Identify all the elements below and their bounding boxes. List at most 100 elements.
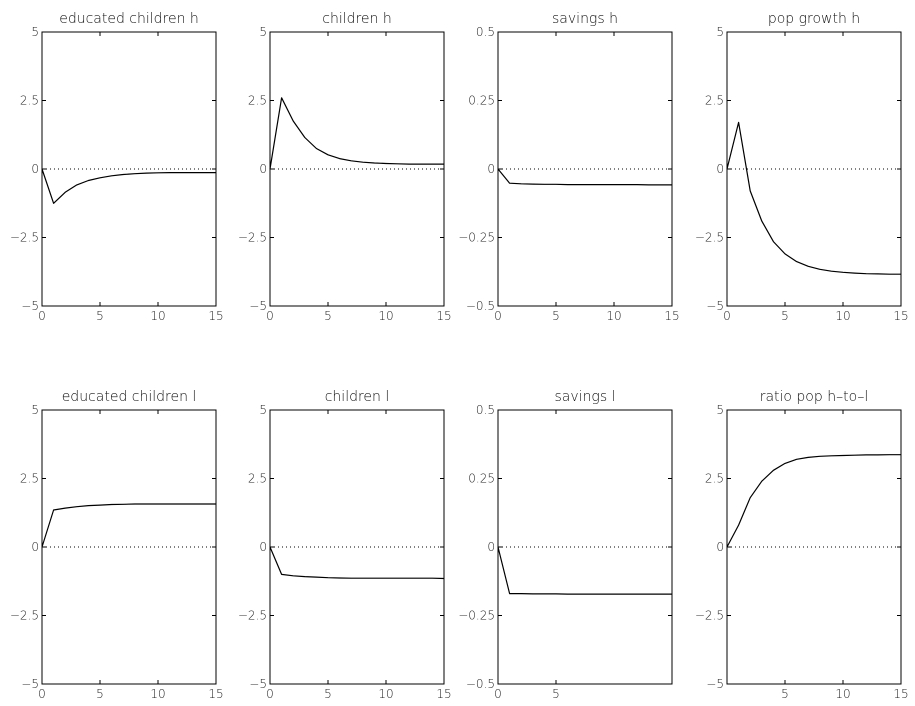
plot-frame [497,31,673,307]
y-tick-label: −0.5 [466,677,495,691]
x-tick-label: 15 [436,687,451,701]
series-line [41,503,216,548]
series-line [269,97,444,170]
x-tick-label: 10 [378,309,393,323]
y-tick-label: 0.25 [468,94,495,108]
x-tick-label: 0 [38,309,46,323]
x-tick-label: 10 [835,687,850,701]
y-tick-label: 2.5 [20,94,39,108]
y-tick-label: 0 [259,162,267,176]
y-tick-label: −2.5 [10,231,39,245]
y-tick-label: −2.5 [238,231,267,245]
y-tick-label: 5 [31,25,39,39]
panel-8: ratio pop h–to–l −5 −2.5 0 2.5 5 5 10 15 [695,389,909,701]
panel-title: savings l [555,389,616,405]
x-tick-label: 0 [266,687,274,701]
plot-frame [41,409,217,685]
x-tick-label: 5 [324,687,332,701]
series-line [497,546,672,595]
y-tick-label: 0 [31,540,39,554]
panel-title: ratio pop h–to–l [760,389,869,405]
x-tick-label: 15 [893,687,908,701]
y-tick-label: −5 [249,299,267,313]
panel-title: children l [325,389,390,405]
x-tick-label: 15 [436,309,451,323]
y-tick-label: 0.5 [476,403,495,417]
y-tick-label: 2.5 [248,94,267,108]
y-tick-label: −2.5 [695,609,724,623]
x-tick-label: 10 [150,309,165,323]
x-tick-label: 10 [150,687,165,701]
x-tick-label: 0 [494,309,502,323]
x-tick-label: 10 [835,309,850,323]
panel-5: educated children l −5 −2.5 0 2.5 5 0 5 10 15 [10,389,224,701]
y-tick-label: −5 [21,677,39,691]
x-tick-label: 15 [664,309,679,323]
x-tick-label: 15 [208,309,223,323]
series-line [41,168,216,204]
y-tick-label: 2.5 [248,472,267,486]
x-tick-label: 5 [781,687,789,701]
panel-4: pop growth h −5 −2.5 0 2.5 5 0 5 10 15 [695,11,909,323]
x-tick-label: 0 [723,309,731,323]
y-tick-label: 5 [716,25,724,39]
series-line [269,546,445,580]
plot-frame [726,409,902,685]
x-tick-label: 10 [606,309,621,323]
x-tick-label: 5 [552,309,560,323]
panel-3: savings h −0.5 −0.25 0 0.25 0.5 0 5 10 15 [458,11,679,323]
y-tick-label: 2.5 [20,472,39,486]
x-tick-label: 5 [781,309,789,323]
y-tick-label: −5 [706,299,724,313]
plot-frame [269,409,445,685]
y-tick-label: −2.5 [10,609,39,623]
x-tick-label: 5 [552,687,560,701]
y-tick-label: 5 [31,403,39,417]
panel-7: savings l −0.5 −0.25 0 0.25 0.5 0 5 [458,389,673,701]
x-tick-label: 5 [96,687,104,701]
y-tick-label: 0.25 [468,472,495,486]
panel-6: children l −5 −2.5 0 2.5 5 0 5 10 15 [238,389,452,701]
plot-frame [41,31,217,307]
plot-frame [269,31,445,307]
y-tick-label: −5 [706,677,724,691]
y-tick-label: −2.5 [695,231,724,245]
panel-title: children h [322,11,392,27]
series-line [497,168,672,186]
y-tick-label: 0.5 [476,25,495,39]
x-tick-label: 5 [324,309,332,323]
y-tick-label: −0.5 [466,299,495,313]
panel-title: pop growth h [768,11,860,27]
y-tick-label: 0 [487,540,495,554]
panel-2: children h −5 −2.5 0 2.5 5 0 5 10 15 [238,11,452,323]
y-tick-label: −0.25 [458,609,495,623]
x-tick-label: 15 [893,309,908,323]
x-tick-label: 0 [494,687,502,701]
y-tick-label: 0 [259,540,267,554]
plot-frame [497,409,673,685]
y-tick-label: 0 [716,162,724,176]
x-tick-label: 0 [266,309,274,323]
y-tick-label: 5 [259,25,267,39]
y-tick-label: 2.5 [705,472,724,486]
x-tick-label: 15 [208,687,223,701]
series-line [726,454,901,548]
y-tick-label: 5 [716,403,724,417]
y-tick-label: −5 [249,677,267,691]
y-tick-label: 5 [259,403,267,417]
y-tick-label: 0 [487,162,495,176]
x-tick-label: 5 [96,309,104,323]
y-tick-label: −5 [21,299,39,313]
panel-1: educated children h −5 −2.5 0 2.5 5 0 5 10 15 [10,11,224,323]
y-tick-label: 2.5 [705,94,724,108]
panel-title: educated children h [59,11,199,27]
y-tick-label: −2.5 [238,609,267,623]
panel-title: educated children l [62,389,197,405]
x-tick-label: 10 [378,687,393,701]
x-tick-label: 0 [38,687,46,701]
y-tick-label: 0 [716,540,724,554]
plot-frame [726,31,902,307]
series-line [726,121,901,275]
panel-title: savings h [552,11,618,27]
